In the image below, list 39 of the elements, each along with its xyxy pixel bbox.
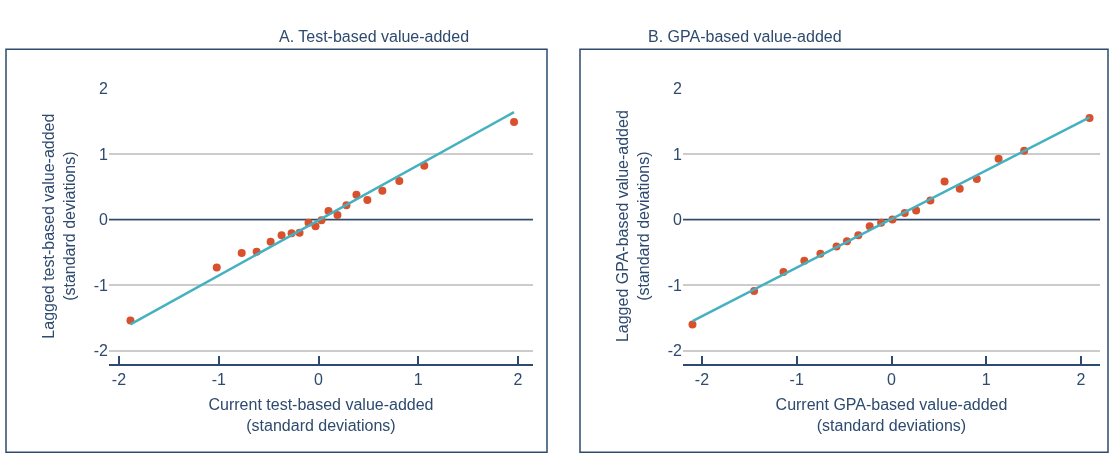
x-tick-label: -2	[694, 370, 710, 388]
y-tick-label: 0	[99, 211, 109, 229]
x-tick-label: 2	[513, 370, 523, 388]
y-tick-label: 2	[673, 80, 683, 98]
x-tick-label: -2	[111, 370, 127, 388]
point	[688, 320, 697, 329]
x-axis-title: Current GPA-based value-added (standard deviations)	[775, 395, 1008, 434]
y-axis-title: Lagged GPA-based value-added (standard deviations)	[613, 110, 652, 343]
x-tick-label: 1	[981, 370, 991, 388]
x-tick-label: 0	[314, 370, 324, 388]
x-tick-label: 1	[413, 370, 423, 388]
point	[266, 237, 275, 246]
point	[510, 117, 519, 126]
point	[395, 176, 404, 185]
point	[940, 177, 949, 186]
x-tick-label: -1	[789, 370, 804, 388]
x-tick-label: -1	[211, 370, 226, 388]
point	[363, 195, 372, 204]
y-tick-label: 1	[673, 145, 683, 163]
point	[955, 184, 964, 193]
point	[378, 186, 387, 195]
x-tick-label: 0	[887, 370, 897, 388]
x-tick-label: 2	[1076, 370, 1086, 388]
point	[237, 248, 246, 257]
y-axis-title: Lagged test-based value-added (standard deviations)	[39, 113, 78, 339]
point	[277, 231, 286, 240]
chart-title: B. GPA-based value-added	[648, 28, 842, 45]
y-tick-label: -2	[667, 342, 683, 360]
y-tick-label: 2	[99, 80, 109, 98]
y-tick-label: -2	[93, 342, 109, 360]
point	[212, 263, 221, 272]
y-tick-label: 1	[99, 145, 109, 163]
y-tick-label: -1	[667, 276, 683, 294]
chart-title: A. Test-based value-added	[279, 28, 470, 45]
y-tick-label: -1	[93, 276, 109, 294]
point	[994, 154, 1003, 163]
y-tick-label: 0	[673, 211, 683, 229]
point	[333, 211, 342, 219]
x-axis-title: Current test-based value-added (standard deviations)	[208, 395, 434, 434]
